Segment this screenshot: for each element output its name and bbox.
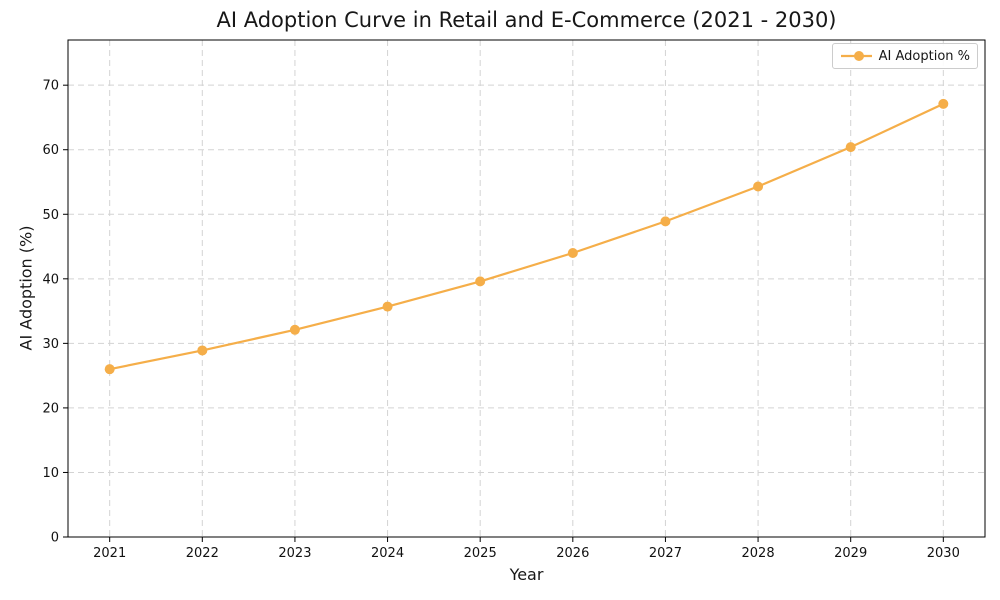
data-point <box>104 364 115 375</box>
chart-title: AI Adoption Curve in Retail and E-Commer… <box>216 8 837 32</box>
data-point <box>845 142 856 153</box>
x-tick-label: 2027 <box>649 546 682 561</box>
legend-line-marker-icon <box>841 51 872 61</box>
x-tick-label: 2030 <box>927 546 960 561</box>
y-tick-label: 0 <box>51 531 59 546</box>
y-axis-label: AI Adoption (%) <box>16 225 36 351</box>
x-tick-label: 2021 <box>93 546 126 561</box>
y-tick-label: 20 <box>42 401 59 416</box>
data-point <box>753 181 764 192</box>
data-point <box>197 345 208 356</box>
data-point <box>289 324 300 335</box>
y-tick-label: 60 <box>42 143 59 158</box>
y-tick-label: 30 <box>42 337 59 352</box>
x-axis-label: Year <box>509 565 544 584</box>
data-point <box>382 301 393 312</box>
data-point <box>475 276 486 287</box>
legend-label: AI Adoption % <box>878 48 970 64</box>
x-tick-label: 2022 <box>186 546 219 561</box>
plot-border <box>67 39 986 538</box>
y-tick-label: 10 <box>42 466 59 481</box>
data-point <box>660 216 671 227</box>
x-tick-label: 2024 <box>371 546 404 561</box>
y-tick-label: 50 <box>42 208 59 223</box>
legend: AI Adoption % <box>832 43 978 69</box>
data-point <box>938 98 949 109</box>
x-tick-label: 2025 <box>464 546 497 561</box>
y-tick-label: 70 <box>42 79 59 94</box>
x-tick-label: 2029 <box>834 546 867 561</box>
series-line <box>108 102 945 371</box>
x-tick-label: 2023 <box>278 546 311 561</box>
x-tick-label: 2026 <box>556 546 589 561</box>
y-tick-label: 40 <box>42 272 59 287</box>
data-point <box>567 248 578 258</box>
x-tick-label: 2028 <box>742 546 775 561</box>
